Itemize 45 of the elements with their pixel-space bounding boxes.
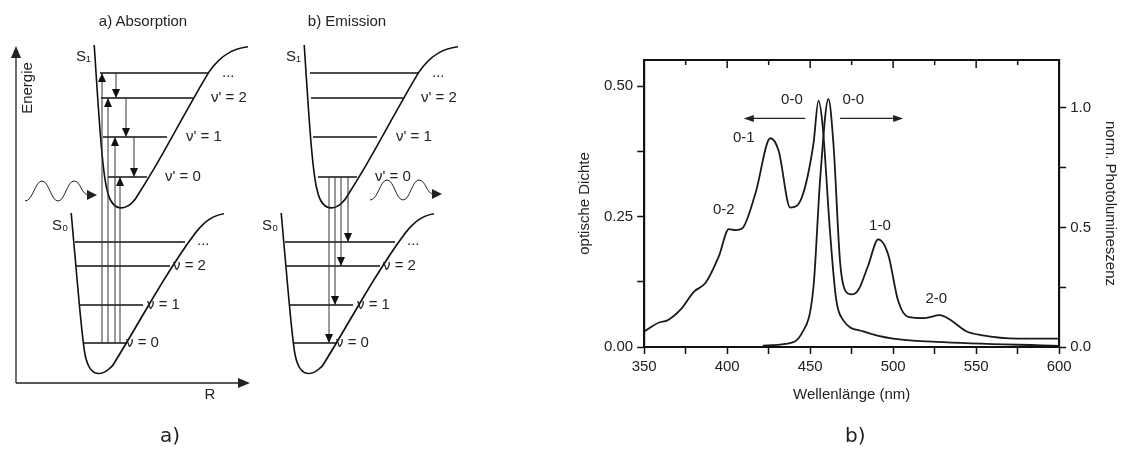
y-axis-title: optische Dichte xyxy=(575,152,593,255)
y2-tick-label: 1.0 xyxy=(1070,97,1092,115)
x-tick-label: 600 xyxy=(1046,357,1072,375)
x-tick-label: 550 xyxy=(963,357,989,375)
text: ν' = 0 xyxy=(165,166,201,184)
text: ν' = 1 xyxy=(396,126,432,144)
x-tick-label: 350 xyxy=(631,357,657,375)
text: S₀ xyxy=(262,215,279,233)
annotation: 0-0 xyxy=(781,90,803,108)
y2-tick-label: 0.0 xyxy=(1070,337,1092,355)
y-tick-label: 0.25 xyxy=(603,206,634,224)
text: S₁ xyxy=(76,46,92,64)
text: ν' = 1 xyxy=(186,126,222,144)
text: S₀ xyxy=(52,215,69,233)
y-tick-label: 0.00 xyxy=(603,337,634,355)
x-tick-label: 500 xyxy=(880,357,906,375)
annotation: 2-0 xyxy=(925,289,948,307)
text: a) xyxy=(159,422,181,447)
text: ... xyxy=(222,62,235,80)
x-tick-label: 450 xyxy=(797,357,823,375)
text: a) Absorption xyxy=(98,11,188,29)
y2-axis-title: norm. Photolumineszenz xyxy=(1102,120,1120,287)
annotation: 0-1 xyxy=(732,128,755,146)
text: ν' = 0 xyxy=(375,166,411,184)
annotation: 1-0 xyxy=(869,216,891,234)
text: b) Emission xyxy=(307,11,387,29)
y-tick-label: 0.50 xyxy=(603,76,634,94)
text: ... xyxy=(197,230,210,248)
text: ν' = 2 xyxy=(211,87,247,105)
text: ν = 2 xyxy=(173,255,206,273)
text: S₁ xyxy=(286,46,302,64)
x-tick-label: 400 xyxy=(714,357,740,375)
text: R xyxy=(204,384,216,402)
text: Energie xyxy=(17,62,35,114)
y2-tick-label: 0.5 xyxy=(1070,217,1092,235)
text: b) xyxy=(845,423,866,447)
annotation: 0-2 xyxy=(713,199,735,217)
text: ν = 0 xyxy=(126,332,159,350)
text: ν = 2 xyxy=(383,255,416,273)
text: ν' = 2 xyxy=(421,87,457,105)
text: ν = 0 xyxy=(336,332,369,350)
text: ... xyxy=(407,230,420,248)
text: ... xyxy=(432,62,445,80)
x-axis-title: Wellenlänge (nm) xyxy=(793,385,911,403)
annotation: 0-0 xyxy=(842,90,865,108)
